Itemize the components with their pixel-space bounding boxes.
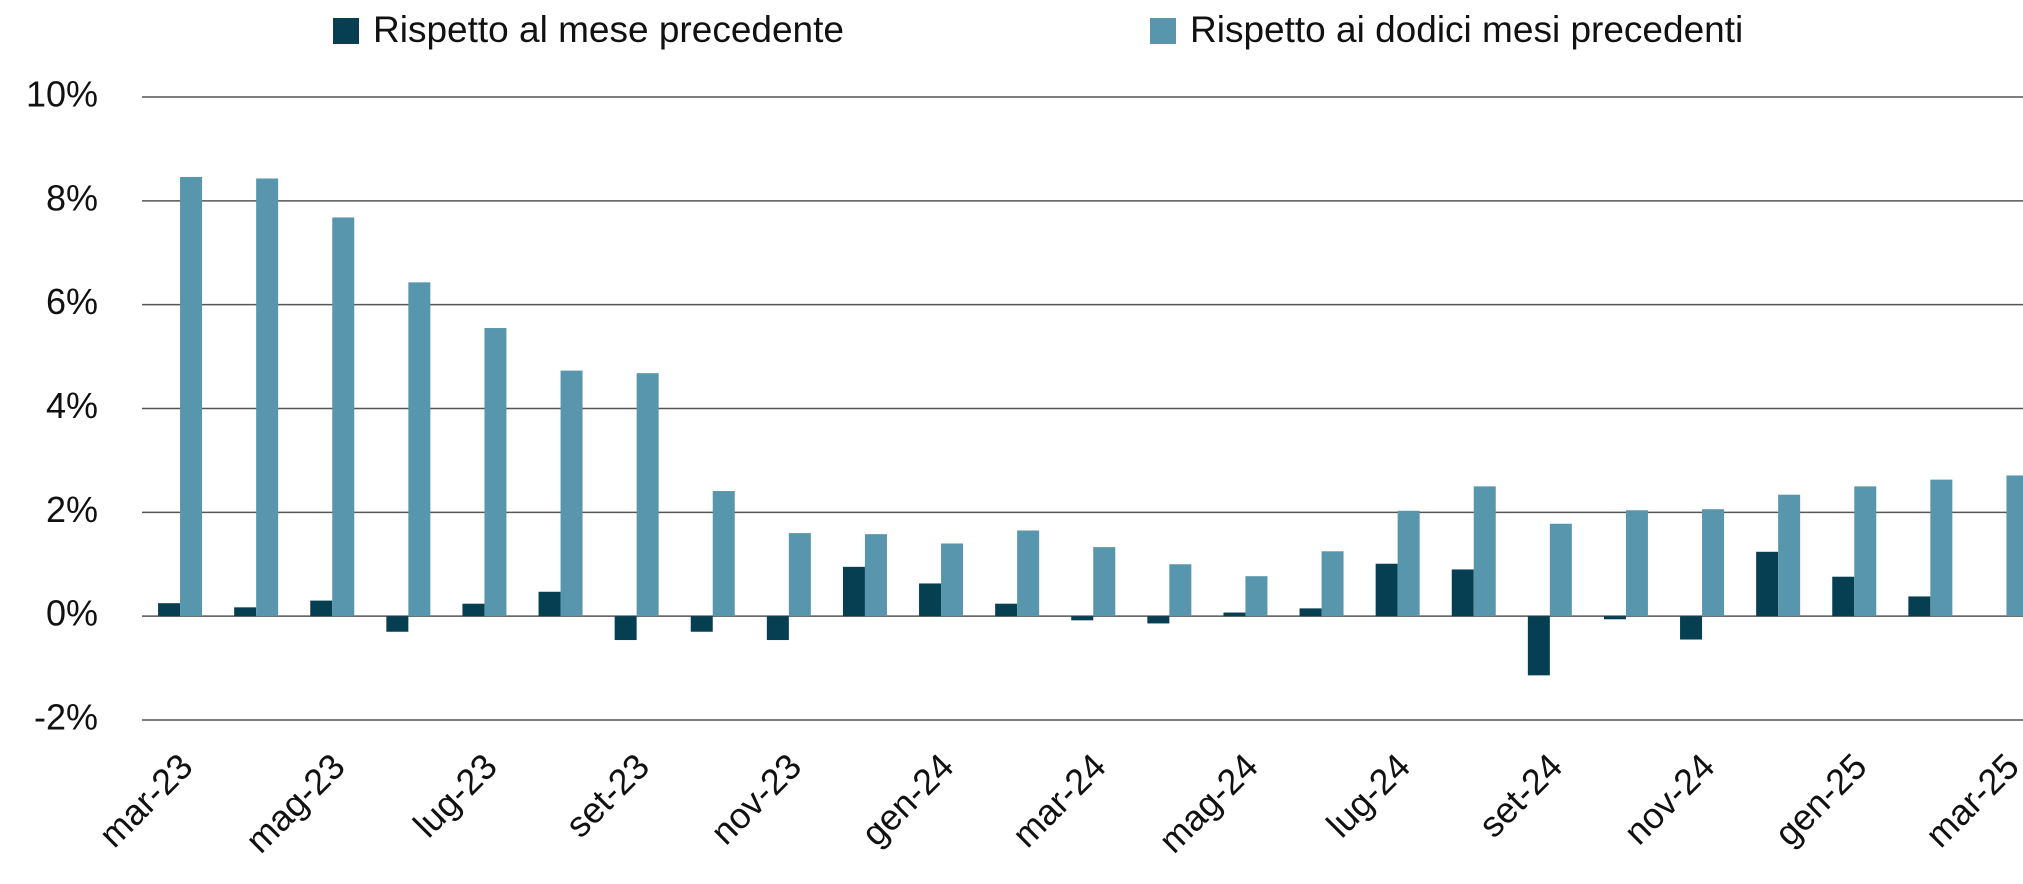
plot-area	[142, 96, 2023, 721]
bar	[180, 176, 203, 617]
bar	[766, 616, 789, 641]
legend: Rispetto al mese precedente Rispetto ai d…	[333, 9, 1743, 50]
bar	[864, 534, 887, 617]
bar	[310, 600, 333, 617]
bar	[1778, 494, 1801, 617]
bar	[408, 282, 431, 617]
bar	[1147, 616, 1170, 624]
y-tick-label: 10%	[26, 74, 98, 115]
bar	[2006, 475, 2023, 617]
x-tick-label: nov-23	[702, 745, 809, 852]
bar	[1930, 479, 1953, 617]
bar	[1017, 530, 1040, 617]
x-tick-label: lug-23	[405, 745, 505, 845]
bar	[1071, 616, 1094, 621]
bar	[538, 591, 561, 617]
bar	[614, 616, 637, 641]
bar	[484, 328, 507, 617]
bar	[158, 603, 181, 617]
bar	[712, 491, 735, 617]
bar	[1245, 576, 1268, 617]
bar	[234, 607, 257, 617]
bar	[1854, 486, 1877, 617]
y-tick-label: -2%	[34, 697, 98, 738]
bar	[1603, 616, 1626, 620]
bar	[941, 543, 964, 617]
bar	[1756, 551, 1779, 617]
bar	[1832, 576, 1855, 617]
legend-label: Rispetto ai dodici mesi precedenti	[1190, 9, 1743, 50]
bar	[636, 373, 659, 617]
y-tick-label: 2%	[46, 489, 98, 530]
x-tick-label: set-23	[557, 745, 657, 845]
bar	[1321, 551, 1344, 617]
x-tick-label: gen-25	[1766, 745, 1874, 853]
bar	[462, 603, 485, 617]
x-tick-label: mar-24	[1004, 745, 1114, 855]
legend-swatch	[1150, 18, 1176, 44]
bar	[1299, 608, 1322, 617]
bar	[1375, 563, 1398, 617]
bar	[842, 566, 865, 617]
x-tick-label: lug-24	[1318, 745, 1418, 845]
bar	[1093, 547, 1116, 617]
y-tick-label: 0%	[46, 593, 98, 634]
legend-swatch	[333, 18, 359, 44]
x-tick-label: nov-24	[1616, 745, 1723, 852]
bar	[1527, 616, 1550, 676]
bar	[1702, 509, 1725, 617]
x-tick-label: mar-23	[91, 745, 201, 855]
x-tick-label: mar-25	[1917, 745, 2023, 855]
bar	[788, 533, 811, 617]
y-tick-label: 8%	[46, 177, 98, 218]
y-tick-label: 4%	[46, 385, 98, 426]
bar	[256, 178, 279, 617]
bar	[1473, 486, 1496, 617]
bar	[332, 217, 355, 617]
x-tick-label: mag-23	[237, 745, 352, 860]
bar	[995, 603, 1018, 617]
bar	[1908, 596, 1931, 617]
bar	[1223, 612, 1246, 617]
bar	[690, 616, 713, 632]
bar	[1169, 564, 1192, 617]
x-tick-label: mag-24	[1151, 745, 1266, 860]
legend-label: Rispetto al mese precedente	[373, 9, 844, 50]
bar	[1451, 569, 1474, 617]
bar	[1625, 510, 1648, 617]
bar	[1680, 616, 1703, 640]
x-tick-label: set-24	[1470, 745, 1570, 845]
bar	[1549, 523, 1572, 617]
x-tick-label: gen-24	[853, 745, 961, 853]
bar	[560, 370, 583, 617]
bar	[919, 583, 942, 617]
y-tick-label: 6%	[46, 281, 98, 322]
bar	[1397, 510, 1420, 617]
bar	[386, 616, 409, 632]
